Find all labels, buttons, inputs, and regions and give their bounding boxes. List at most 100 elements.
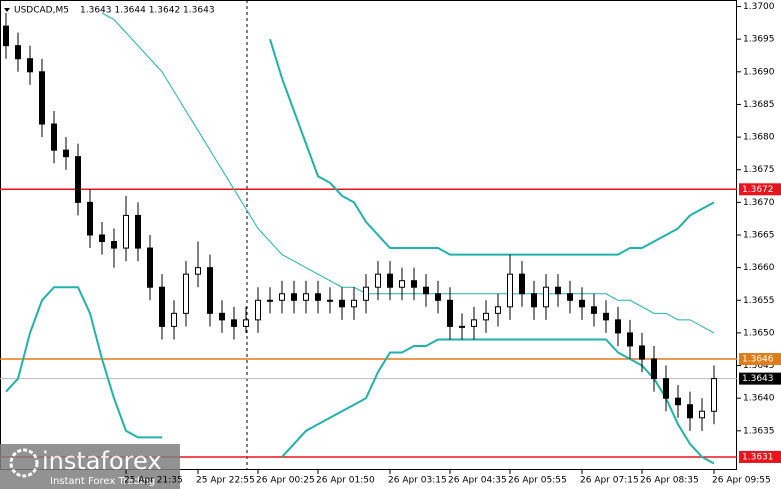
level-label-box [739,353,781,366]
candle-body [195,267,201,275]
candle-body [363,286,369,301]
candle-body [219,312,225,321]
symbol-dropdown[interactable] [4,8,10,12]
candle-body [711,378,717,412]
x-tick-label: 26 Apr 03:15 [388,476,447,486]
y-tick-label: 1.3635 [743,426,775,436]
candle-body [87,201,93,236]
x-tick-label: 26 Apr 04:35 [448,476,507,486]
candle-body [327,299,333,302]
marks [0,12,737,465]
candle-body [483,312,489,321]
last-price-box [739,372,781,385]
x-tick-label: 25 Apr 22:55 [196,476,255,486]
candle-body [99,234,105,243]
candle-body [423,286,429,295]
candle-body [531,293,537,308]
y-tick-label: 1.3645 [743,361,775,371]
candle-body [135,214,141,249]
candle-body [75,156,81,203]
candle-body [471,319,477,327]
candle-body [147,247,153,288]
x-tick-label: 26 Apr 08:35 [640,476,699,486]
candle-body [15,45,21,60]
candle-body [567,293,573,301]
candle-body [699,410,705,419]
candle-body [399,280,405,288]
candle-body [243,319,249,327]
level-label-box [739,183,781,196]
y-tick-label: 1.3670 [743,198,775,208]
watermark: instaforex Instant Forex Trading [0,444,180,489]
candle-body [171,312,177,327]
ohlc-header: 1.3643 1.3644 1.3642 1.3643 [80,6,215,16]
x-tick-label: 26 Apr 01:50 [316,476,375,486]
y-tick-label: 1.3690 [743,67,775,77]
header: USDCAD,M5 1.3643 1.3644 1.3642 1.3643 [4,6,215,16]
plot-frame [0,0,737,470]
x-tick-label: 26 Apr 07:15 [580,476,639,486]
watermark-brand: instaforex [42,447,162,475]
candle-body [303,293,309,301]
candle-body [351,299,357,308]
candle-body [687,404,693,419]
y-tick-label: 1.3685 [743,100,775,110]
candle-body [663,378,669,399]
candle-body [63,149,69,158]
x-tick-label: 25 Apr 21:35 [124,476,183,486]
y-tick-label: 1.3655 [743,296,775,306]
candle-body [555,286,561,295]
candle-body [627,332,633,347]
candle-body [291,293,297,301]
candle-body [411,280,417,288]
level-label: 1.3672 [742,185,774,195]
candle-body [639,345,645,360]
candle-body [591,306,597,314]
candle-body [435,293,441,301]
symbol: USDCAD,M5 [14,6,69,16]
y-tick-label: 1.3640 [743,394,775,404]
candle-body [3,25,9,47]
watermark-tagline: Instant Forex Trading [50,476,155,487]
logo [9,448,39,478]
x-tick-label: 26 Apr 09:55 [712,476,771,486]
level-label: 1.3631 [742,452,774,462]
candle-body [159,286,165,327]
y-tick-label: 1.3650 [743,328,775,338]
last-price-label: 1.3643 [742,374,774,384]
candle-body [111,241,117,249]
y-tick-label: 1.3695 [743,35,775,45]
level-label: 1.3646 [742,355,774,365]
candle-body [675,397,681,406]
candle-body [447,299,453,327]
candle-body [39,71,45,125]
candle-body [579,299,585,308]
y-tick-label: 1.3675 [743,165,775,175]
candle-body [51,123,57,151]
candle-body [375,273,381,288]
candle-body [339,299,345,308]
candle-body [543,286,549,308]
candle-body [231,319,237,327]
candle-body [387,273,393,288]
y-tick-label: 1.3665 [743,231,775,241]
candle-body [651,358,657,380]
candle-body [267,299,273,302]
y-tick-label: 1.3700 [743,2,775,12]
candle-body [603,312,609,321]
candle-body [207,267,213,314]
candle-body [315,293,321,301]
x-tick-label: 26 Apr 05:55 [508,476,567,486]
candle-body [279,293,285,301]
candle-body [183,273,189,314]
candle-body [507,273,513,308]
level-label-box [739,450,781,463]
candle-body [459,325,465,328]
band-line [269,38,715,256]
band-line [101,12,715,334]
x-tick-label: 26 Apr 00:25 [256,476,315,486]
candle-body [255,299,261,321]
candle-body [615,319,621,334]
candle-body [123,214,129,249]
